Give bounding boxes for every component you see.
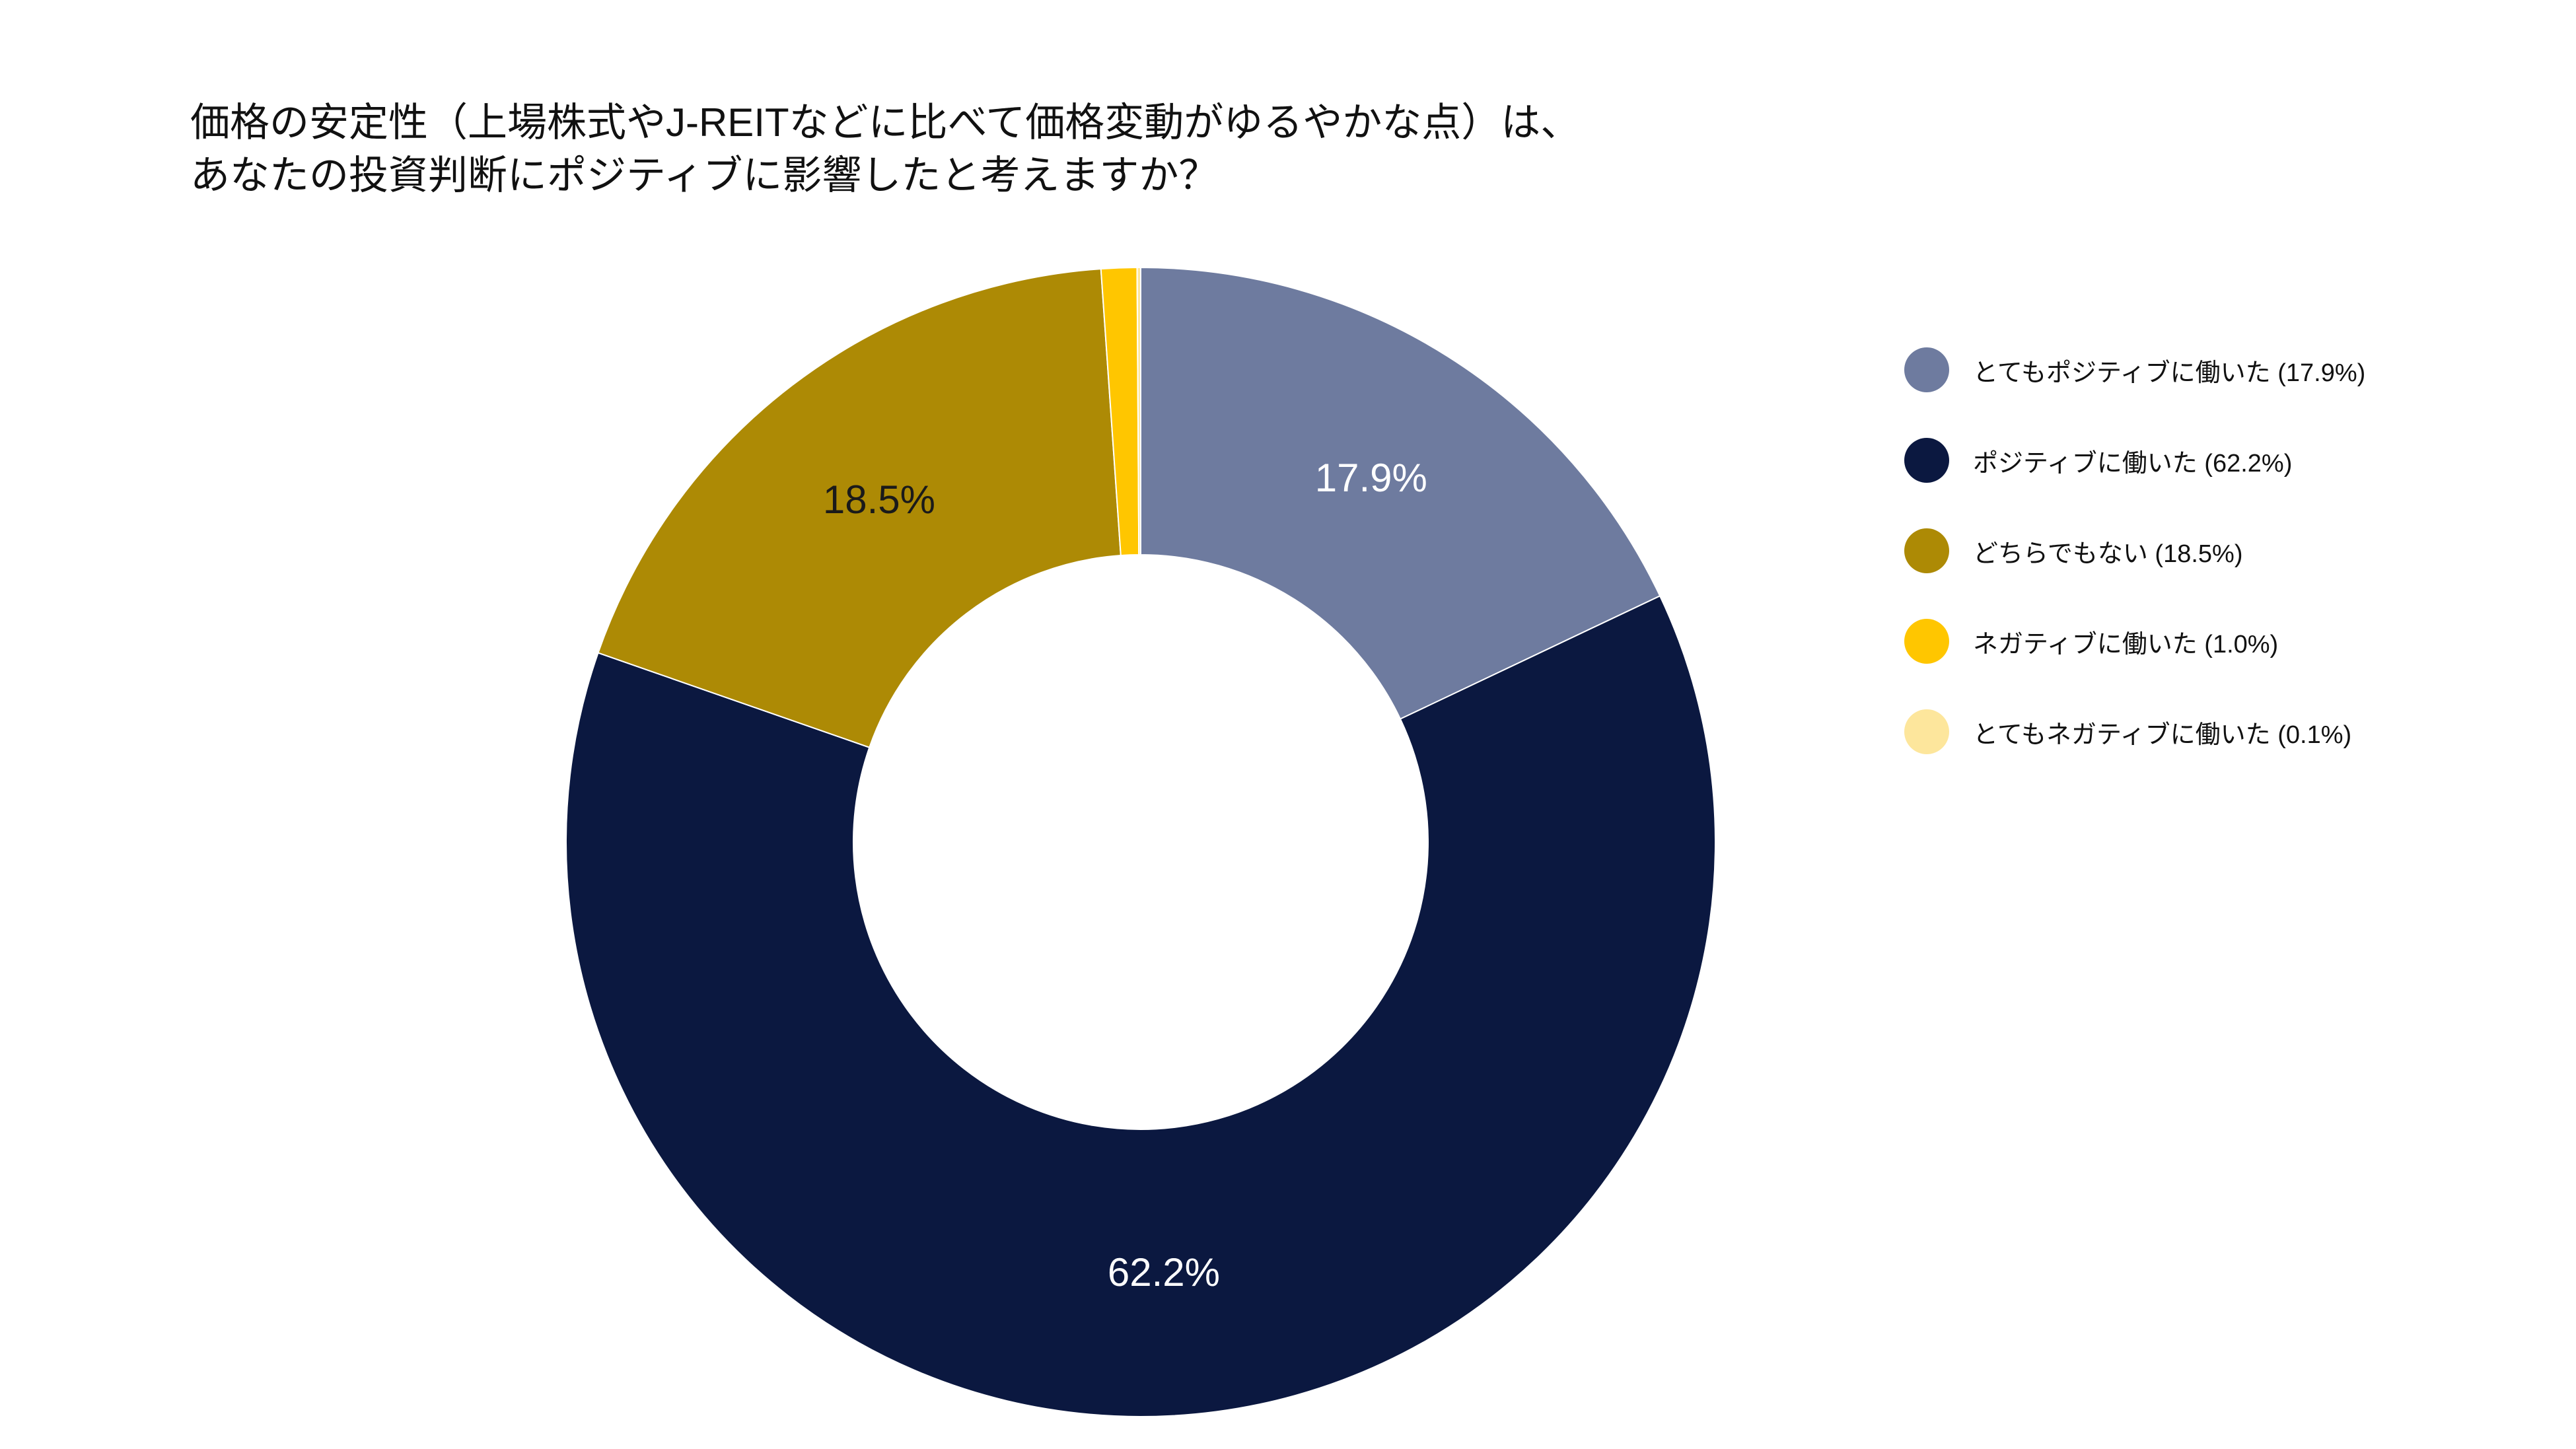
legend-label: ポジティブに働いた (62.2%)	[1973, 442, 2292, 479]
legend-value: (62.2%)	[2197, 449, 2293, 477]
legend-label: どちらでもない (18.5%)	[1973, 533, 2243, 569]
legend-value: (17.9%)	[2270, 359, 2366, 387]
data-label-2: 62.2%	[1108, 1250, 1220, 1294]
legend-item: どちらでもない (18.5%)	[1904, 528, 2365, 573]
legend-swatch	[1904, 709, 1949, 754]
legend-item: とてもネガティブに働いた (0.1%)	[1904, 709, 2365, 754]
legend-swatch	[1904, 528, 1949, 573]
donut-slice-1	[1140, 266, 1661, 720]
legend-category: ネガティブに働いた	[1973, 630, 2198, 658]
legend-category: どちらでもない	[1973, 540, 2148, 568]
legend-category: とてもネガティブに働いた	[1973, 721, 2271, 749]
legend-category: ポジティブに働いた	[1973, 449, 2198, 477]
donut-slices	[565, 266, 1716, 1417]
legend-label: ネガティブに働いた (1.0%)	[1973, 623, 2278, 660]
chart-legend: とてもポジティブに働いた (17.9%) ポジティブに働いた (62.2%) ど…	[1904, 347, 2365, 754]
legend-value: (18.5%)	[2147, 540, 2243, 568]
legend-value: (1.0%)	[2197, 630, 2279, 658]
data-label-1: 17.9%	[1315, 456, 1427, 500]
donut-slice-2	[565, 594, 1716, 1417]
chart-title: 価格の安定性（上場株式やJ-REITなどに比べて価格変動がゆるやかな点）は、 あ…	[190, 100, 1581, 197]
donut-slice-5	[1136, 266, 1141, 556]
donut-data-labels: 17.9% 62.2% 18.5%	[823, 456, 1427, 1294]
legend-value: (0.1%)	[2270, 721, 2352, 749]
legend-label: とてもポジティブに働いた (17.9%)	[1973, 352, 2365, 388]
donut-slice-3	[597, 268, 1122, 749]
legend-label: とてもネガティブに働いた (0.1%)	[1973, 714, 2351, 750]
legend-item: ネガティブに働いた (1.0%)	[1904, 619, 2365, 664]
legend-swatch	[1904, 347, 1949, 392]
legend-swatch	[1904, 619, 1949, 664]
legend-item: ポジティブに働いた (62.2%)	[1904, 438, 2365, 483]
legend-swatch	[1904, 438, 1949, 483]
legend-item: とてもポジティブに働いた (17.9%)	[1904, 347, 2365, 392]
data-label-3: 18.5%	[823, 477, 935, 522]
legend-category: とてもポジティブに働いた	[1973, 359, 2271, 387]
